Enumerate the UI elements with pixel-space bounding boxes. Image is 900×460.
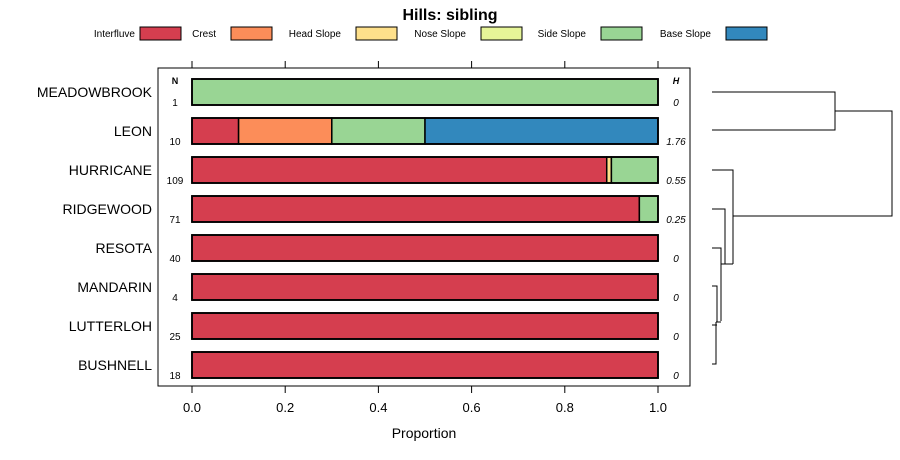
row-label: BUSHNELL — [78, 357, 152, 373]
h-value: 0 — [673, 332, 679, 343]
dendrogram-branch — [712, 208, 726, 264]
h-value: 0.25 — [666, 215, 686, 226]
bar-segment — [191, 234, 659, 262]
bar-outline — [191, 312, 659, 340]
bar-outline — [191, 195, 659, 223]
x-tick-label: 0.2 — [276, 400, 294, 415]
legend-swatch — [355, 26, 398, 41]
dendrogram-branch — [712, 247, 722, 321]
dendrogram-branch — [733, 110, 893, 217]
h-value: 0 — [673, 371, 679, 382]
dendrogram-branch — [712, 169, 734, 264]
x-axis: 0.0 0.2 0.4 0.6 0.8 1.0 — [183, 61, 667, 415]
n-value: 10 — [169, 137, 181, 148]
row-label: HURRICANE — [69, 162, 152, 178]
x-tick-label: 0.4 — [369, 400, 387, 415]
n-value: 109 — [167, 176, 184, 187]
h-value: 1.76 — [666, 137, 686, 148]
x-tick-label: 0.8 — [556, 400, 574, 415]
n-value: 1 — [172, 98, 178, 109]
legend-label: Head Slope — [289, 29, 342, 40]
row-label: LUTTERLOH — [69, 318, 152, 334]
legend-swatch — [600, 26, 643, 41]
bar-segment — [191, 117, 240, 145]
chart-title: Hills: sibling — [402, 7, 497, 24]
legend-label: Side Slope — [538, 29, 587, 40]
bar-outline — [191, 117, 659, 145]
legend-label: Base Slope — [660, 29, 712, 40]
legend-swatch — [139, 26, 182, 41]
n-value: 4 — [172, 293, 178, 304]
legend-label: Crest — [192, 29, 216, 40]
h-value: 0.55 — [666, 176, 686, 187]
n-value: 71 — [169, 215, 181, 226]
legend-label: Interfluve — [94, 29, 136, 40]
bar-segment — [191, 195, 641, 223]
bar-segment — [191, 351, 659, 379]
legend-swatch — [725, 26, 768, 41]
h-value: 0 — [673, 293, 679, 304]
dendrogram-branch — [712, 322, 717, 365]
x-tick-label: 0.0 — [183, 400, 201, 415]
row-label: MEADOWBROOK — [37, 84, 153, 100]
bar-segment — [191, 156, 608, 184]
n-value: 18 — [169, 371, 181, 382]
bar-segment — [331, 117, 426, 145]
bar-segment — [638, 195, 659, 223]
x-axis-title: Proportion — [392, 425, 457, 441]
legend-label: Nose Slope — [414, 29, 466, 40]
bar-segment — [191, 273, 659, 301]
row-label: MANDARIN — [77, 279, 152, 295]
n-value: 25 — [169, 332, 181, 343]
legend-swatch — [480, 26, 523, 41]
legend-swatch — [230, 26, 273, 41]
row-label: RESOTA — [95, 240, 152, 256]
bar-segment — [424, 117, 659, 145]
dendrogram-branch — [712, 285, 718, 322]
bar-segment — [191, 78, 659, 106]
bar-segment — [237, 117, 333, 145]
row-label: LEON — [114, 123, 152, 139]
plot-frame — [157, 67, 691, 387]
h-column-header: H — [673, 76, 680, 86]
bar-outline — [191, 234, 659, 262]
dendrogram — [712, 91, 893, 365]
h-value: 0 — [673, 98, 679, 109]
bar-outline — [191, 78, 659, 106]
bar-outline — [191, 273, 659, 301]
h-value: 0 — [673, 254, 679, 265]
x-tick-label: 1.0 — [649, 400, 667, 415]
bar-segment — [191, 312, 659, 340]
legend: Interfluve Crest Head Slope Nose Slope Side … — [94, 26, 768, 41]
dendrogram-branch — [712, 91, 836, 131]
bar-segment — [610, 156, 659, 184]
n-column-header: N — [172, 76, 179, 86]
row-label: RIDGEWOOD — [63, 201, 152, 217]
bar-outline — [191, 351, 659, 379]
x-tick-label: 0.6 — [463, 400, 481, 415]
n-value: 40 — [169, 254, 181, 265]
bar-outline — [191, 156, 659, 184]
